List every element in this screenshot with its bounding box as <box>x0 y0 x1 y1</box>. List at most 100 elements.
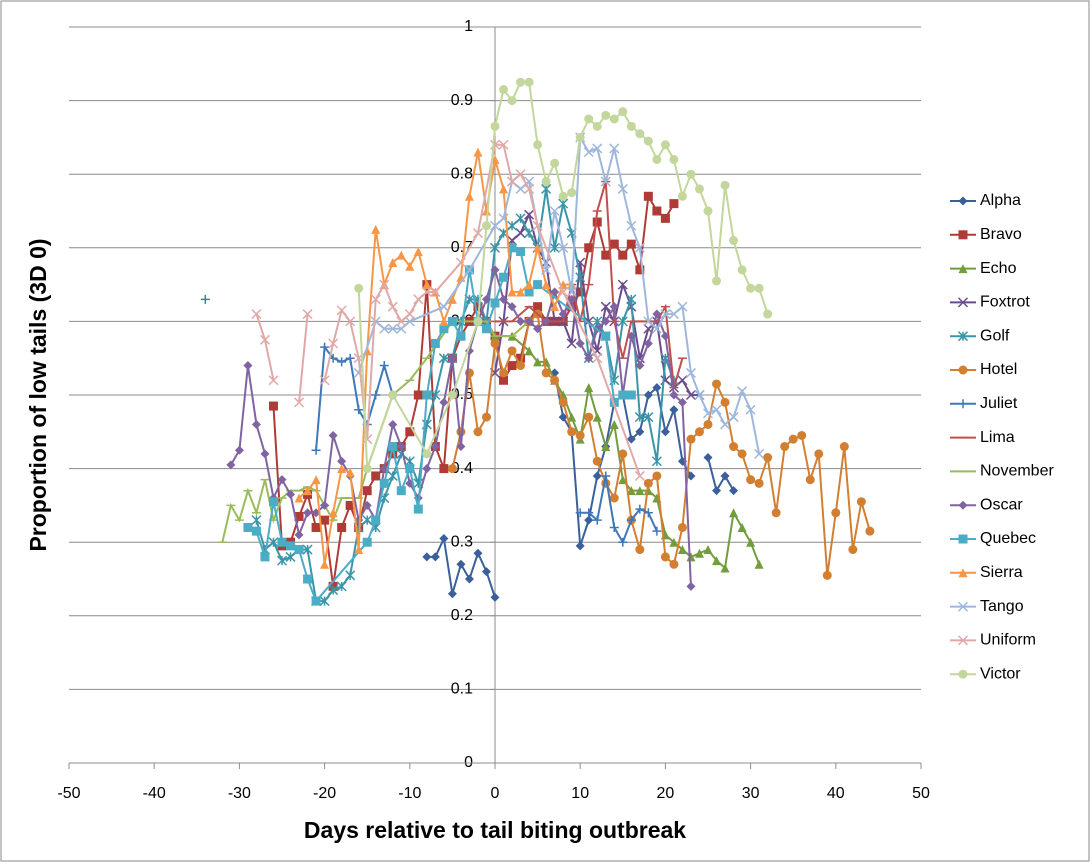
marker <box>413 246 423 256</box>
marker <box>507 346 517 356</box>
marker <box>405 261 415 271</box>
legend-marker <box>957 635 969 646</box>
marker <box>294 545 304 555</box>
marker <box>319 375 330 386</box>
marker <box>685 389 696 401</box>
marker <box>635 265 645 275</box>
x-tick-label: 20 <box>657 785 675 802</box>
marker <box>388 390 398 400</box>
marker <box>345 316 356 327</box>
y-tick-label: 0.2 <box>451 607 473 624</box>
marker <box>643 478 653 488</box>
marker <box>430 338 440 348</box>
marker <box>634 470 645 481</box>
marker <box>566 286 577 297</box>
legend-marker <box>958 399 968 409</box>
marker <box>430 552 440 562</box>
marker <box>516 353 526 363</box>
marker <box>422 280 432 290</box>
marker <box>558 191 568 201</box>
marker <box>243 522 253 532</box>
marker <box>396 442 406 452</box>
marker <box>626 486 636 496</box>
marker <box>515 183 526 194</box>
marker <box>362 500 372 510</box>
marker <box>464 574 474 584</box>
marker <box>745 404 756 415</box>
legend-label: Bravo <box>980 226 1022 243</box>
marker <box>711 404 722 415</box>
marker <box>601 442 611 452</box>
marker <box>600 301 611 312</box>
marker <box>489 139 501 150</box>
marker <box>396 250 406 260</box>
marker <box>507 287 517 297</box>
marker <box>651 323 662 334</box>
marker <box>422 449 432 459</box>
marker <box>515 213 526 224</box>
marker <box>652 154 662 164</box>
marker <box>558 242 569 253</box>
marker <box>558 286 569 297</box>
marker <box>712 276 722 286</box>
marker <box>703 206 713 216</box>
marker <box>584 353 594 363</box>
marker <box>243 361 253 371</box>
series-line <box>357 133 761 455</box>
marker <box>592 471 602 481</box>
marker <box>575 272 586 283</box>
marker <box>728 412 739 423</box>
marker <box>276 555 288 566</box>
marker <box>499 272 509 282</box>
x-tick-label: -40 <box>143 785 166 802</box>
marker <box>533 302 543 312</box>
marker <box>729 442 739 452</box>
marker <box>507 96 517 106</box>
marker <box>533 324 543 334</box>
marker <box>507 243 517 253</box>
marker <box>652 383 662 393</box>
marker <box>737 522 747 532</box>
marker <box>567 188 577 198</box>
marker <box>507 176 518 187</box>
marker <box>660 331 670 341</box>
marker <box>541 368 551 378</box>
legend-label: Golf <box>980 327 1010 344</box>
x-axis-title: Days relative to tail biting outbreak <box>304 817 686 843</box>
marker <box>455 257 466 268</box>
marker <box>712 379 722 389</box>
marker <box>516 77 526 87</box>
marker <box>609 114 619 124</box>
marker <box>524 316 534 326</box>
marker <box>575 430 585 440</box>
marker <box>609 522 619 532</box>
marker <box>865 526 875 536</box>
marker <box>601 331 611 341</box>
marker <box>422 552 432 562</box>
marker <box>371 390 381 400</box>
marker <box>371 224 381 234</box>
marker <box>413 294 424 305</box>
marker <box>635 427 645 437</box>
marker <box>337 357 347 367</box>
marker <box>618 475 628 485</box>
marker <box>260 552 270 562</box>
x-tick-label: 10 <box>571 785 589 802</box>
marker <box>712 486 722 496</box>
marker <box>584 508 594 518</box>
marker <box>694 548 704 558</box>
marker <box>754 478 764 488</box>
marker <box>668 309 679 320</box>
marker <box>260 449 270 459</box>
marker <box>336 305 347 316</box>
marker <box>720 397 730 407</box>
y-tick-label: 0.9 <box>451 92 473 109</box>
marker <box>490 298 500 308</box>
x-tick-label: -20 <box>313 785 336 802</box>
marker <box>515 169 526 180</box>
marker <box>447 589 457 599</box>
marker <box>703 453 713 463</box>
marker <box>754 559 764 569</box>
x-tick-label: -10 <box>398 785 421 802</box>
